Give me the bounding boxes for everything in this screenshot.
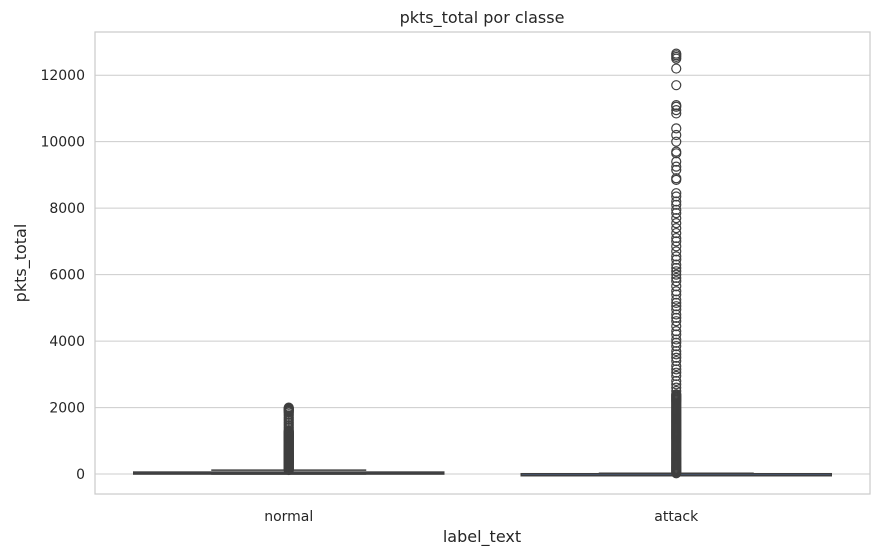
outlier-point xyxy=(671,326,682,337)
outlier-point xyxy=(671,294,682,305)
outlier-point xyxy=(671,241,682,252)
outlier-point xyxy=(671,191,682,202)
box-attack xyxy=(520,48,832,479)
y-tick-label: 8000 xyxy=(49,201,85,217)
outlier-point xyxy=(671,259,682,270)
outlier-point xyxy=(671,146,682,157)
x-axis-label: label_text xyxy=(443,527,521,547)
outlier-point xyxy=(671,262,682,274)
x-tick-label: normal xyxy=(264,509,313,525)
boxes xyxy=(133,48,832,479)
outlier-point xyxy=(283,402,294,413)
outlier-point xyxy=(671,63,682,74)
outlier-point xyxy=(671,316,682,327)
outlier-point xyxy=(671,164,682,176)
outlier-point xyxy=(671,276,682,287)
outlier-point xyxy=(671,266,682,277)
outlier-point xyxy=(671,329,682,340)
outlier-point xyxy=(671,136,682,147)
outlier-point xyxy=(671,379,682,390)
outlier-point xyxy=(671,223,682,234)
outlier-point xyxy=(671,232,682,244)
outlier-point xyxy=(671,80,682,91)
outlier-point xyxy=(671,227,682,239)
outlier-point xyxy=(671,340,682,352)
plot-frame xyxy=(94,31,871,495)
outlier-point xyxy=(671,304,682,315)
outlier-point xyxy=(671,367,682,378)
outlier-point xyxy=(671,173,682,184)
outlier-point xyxy=(671,269,682,280)
outlier-point xyxy=(671,123,682,134)
outlier-point xyxy=(671,105,682,116)
outlier-point xyxy=(671,352,682,363)
outlier-point xyxy=(671,218,682,229)
outlier-point xyxy=(671,129,682,141)
outlier-point xyxy=(671,213,682,224)
outlier-point xyxy=(671,309,682,320)
box-normal xyxy=(133,402,445,476)
chart-title: pkts_total por classe xyxy=(400,8,565,28)
outlier-point xyxy=(671,385,682,397)
outlier-point xyxy=(671,370,682,382)
outlier-point xyxy=(671,161,682,172)
y-tick-label: 4000 xyxy=(49,334,85,350)
outlier-point xyxy=(671,360,682,372)
outlier-point xyxy=(671,236,682,247)
outlier-point xyxy=(671,364,682,375)
outlier-point xyxy=(671,389,682,400)
outlier-point xyxy=(671,334,682,345)
outlier-point xyxy=(671,100,682,111)
outlier-point xyxy=(671,345,682,357)
outlier-point xyxy=(671,199,682,210)
outlier-point xyxy=(671,289,682,300)
outlier-point xyxy=(671,246,682,257)
y-tick-label: 2000 xyxy=(49,401,85,417)
tick-labels: 0 2000 4000 6000 8000 10000 12000 normal attack xyxy=(40,68,699,525)
y-tick-label: 6000 xyxy=(49,268,85,284)
grid-lines xyxy=(95,74,870,475)
y-tick-label: 12000 xyxy=(40,68,85,84)
outlier-point xyxy=(671,349,682,360)
x-tick-label: attack xyxy=(654,509,699,525)
outlier-point xyxy=(671,312,682,323)
outlier-point xyxy=(671,337,682,348)
outlier-point xyxy=(671,272,682,284)
y-tick-label: 0 xyxy=(76,467,85,483)
y-axis-label: pkts_total xyxy=(11,224,31,303)
outlier-point xyxy=(671,375,682,387)
outlier-point xyxy=(671,188,682,199)
outlier-point xyxy=(671,286,682,297)
outlier-point xyxy=(671,204,682,215)
outlier-point xyxy=(671,281,682,292)
outlier-point xyxy=(671,48,682,59)
outlier-point xyxy=(671,156,682,167)
outlier-point xyxy=(671,208,682,219)
outlier-point xyxy=(671,355,682,367)
outlier-point xyxy=(671,196,682,207)
y-tick-label: 10000 xyxy=(40,135,85,151)
outlier-point xyxy=(671,297,682,308)
outlier-point xyxy=(671,301,682,312)
outlier-point xyxy=(671,382,682,393)
outlier-point xyxy=(671,254,682,265)
outlier-point xyxy=(671,108,682,119)
outlier-point xyxy=(671,251,682,262)
outlier-point xyxy=(671,321,682,332)
